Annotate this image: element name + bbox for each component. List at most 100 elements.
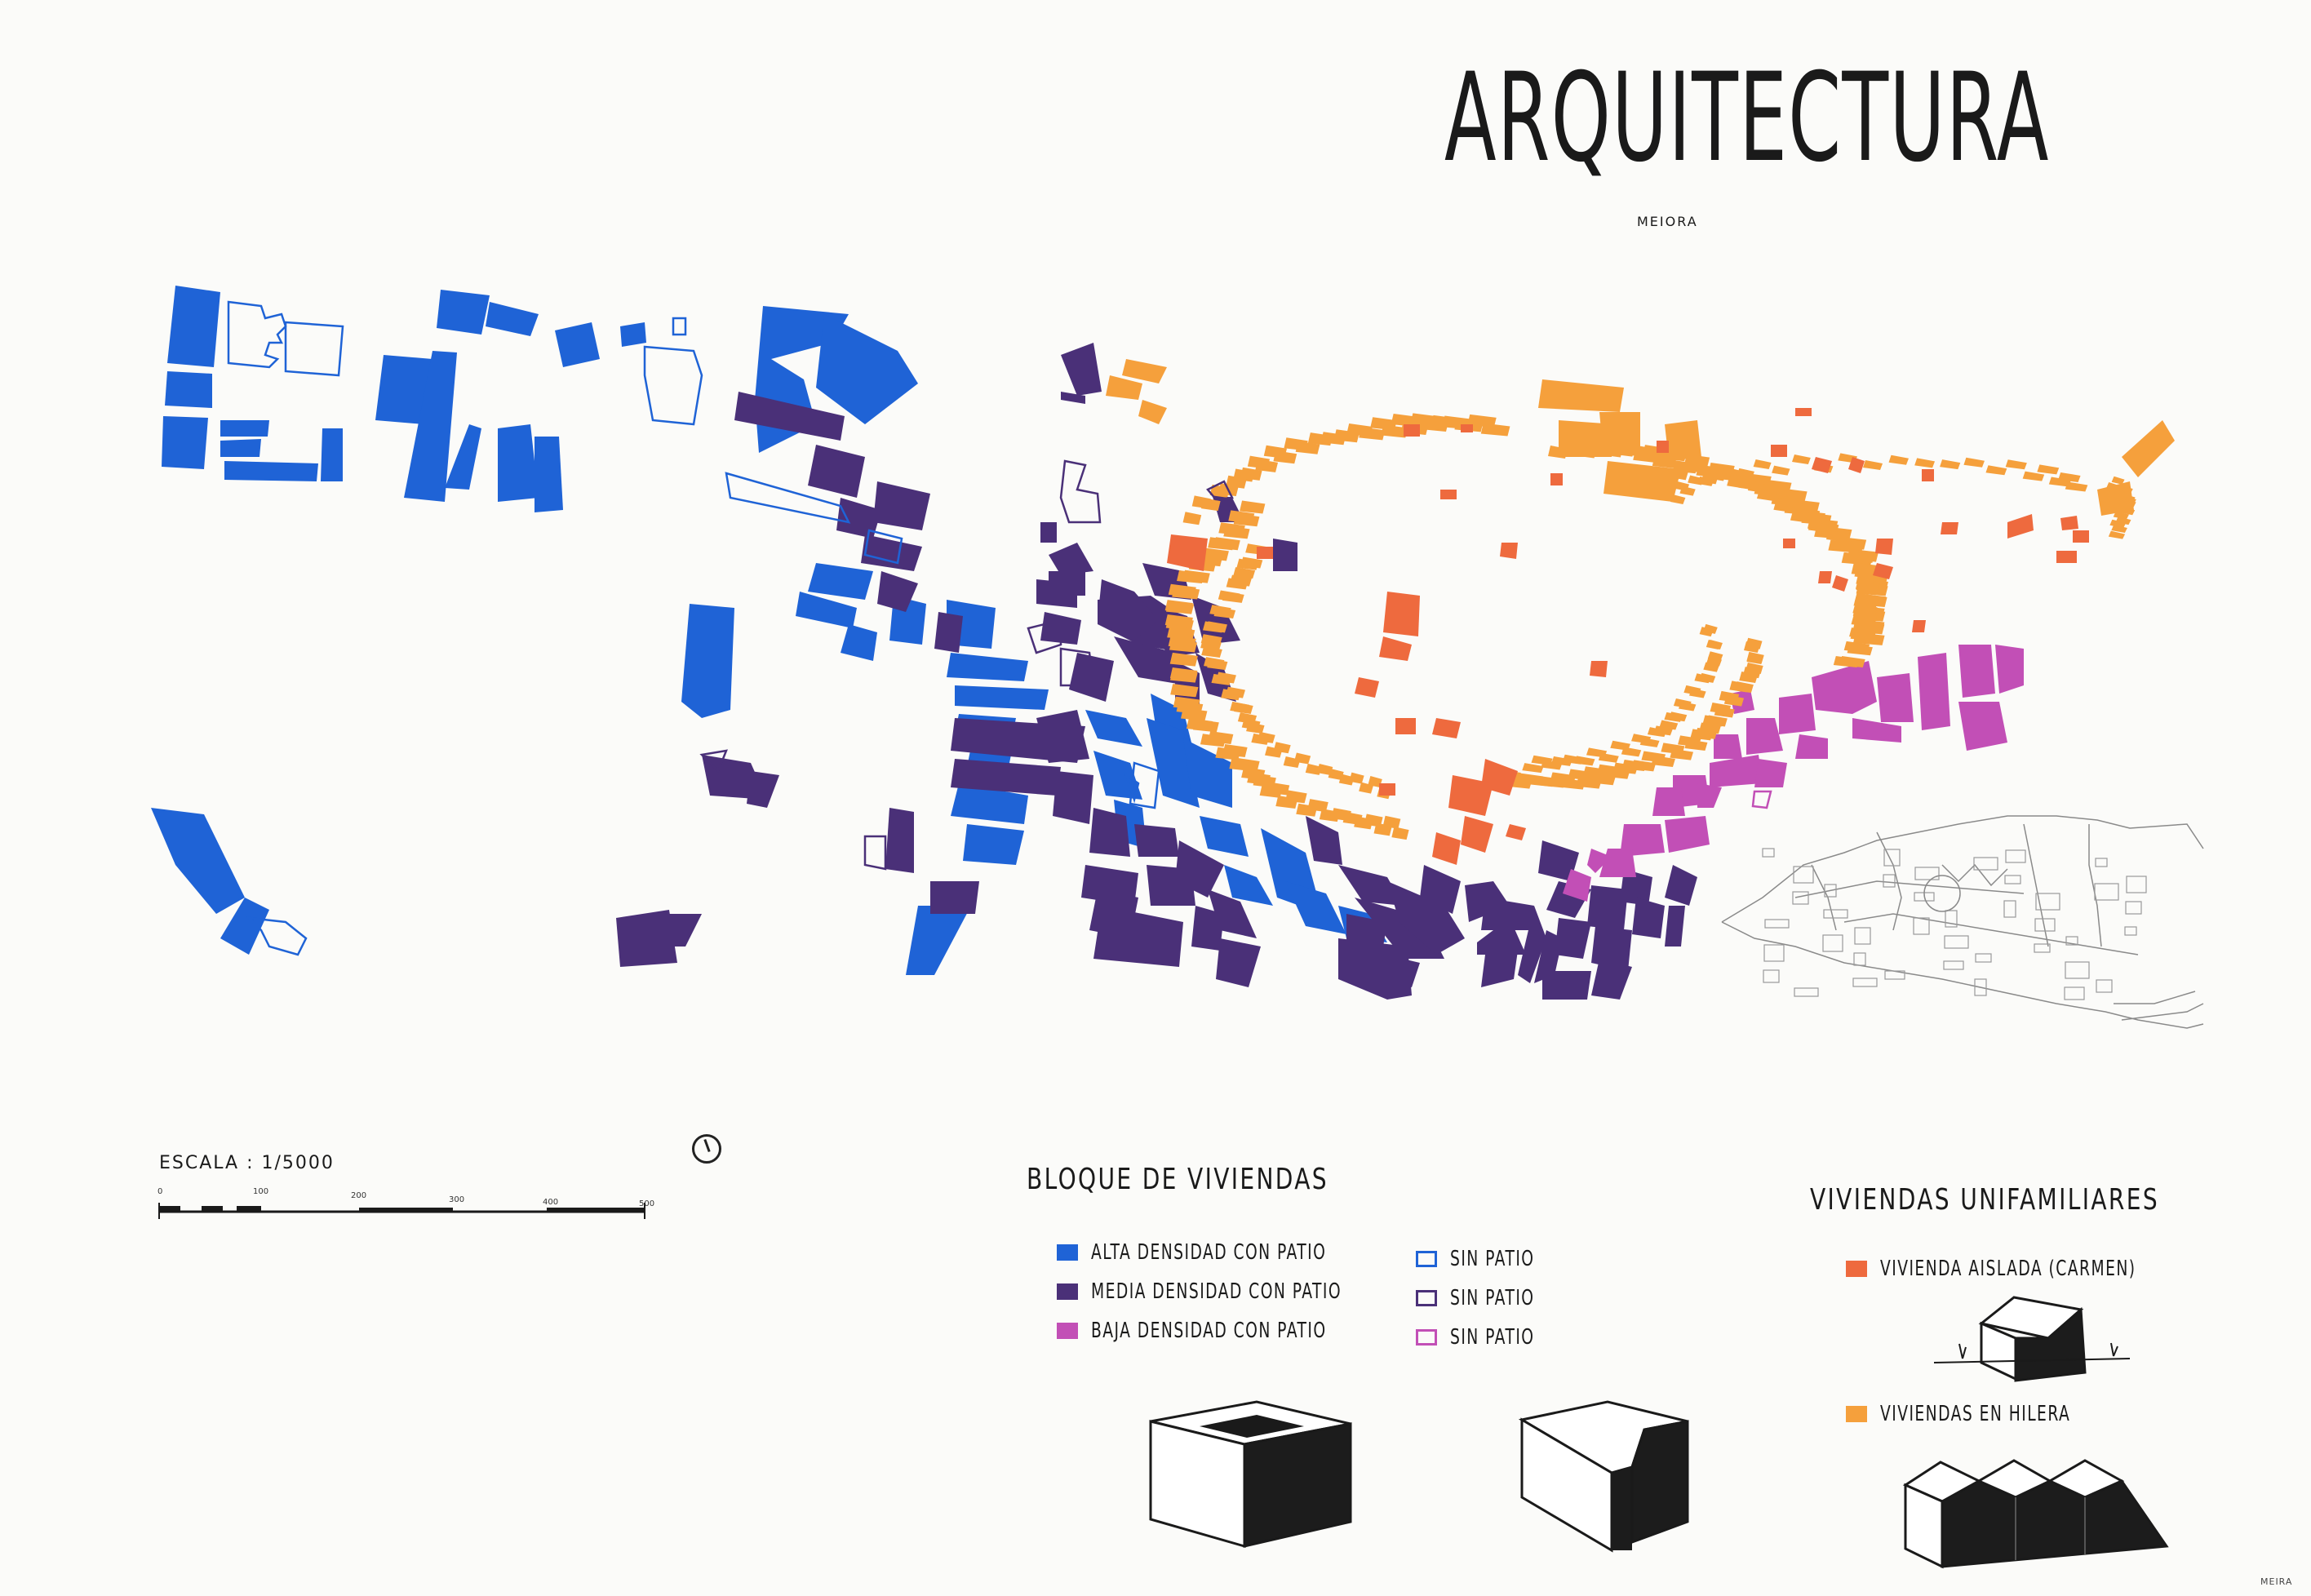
building-block [1167,627,1195,641]
building-block [1647,727,1667,738]
north-arrow-icon [692,1134,721,1164]
building-block [863,835,887,871]
building-block [1379,783,1395,796]
building-block [1719,690,1740,703]
context-building [1794,987,1819,997]
building-block [1710,755,1763,787]
building-block [1206,480,1234,501]
context-building [2126,876,2147,893]
building-block [1200,634,1222,646]
building-block [1285,881,1346,934]
building-block [1506,824,1526,840]
building-block [1124,772,1140,804]
building-block [2109,519,2127,528]
scale-tick-label: 500 [639,1199,655,1208]
context-line [2114,991,2196,1004]
isolated-house-icon [1933,1296,2131,1382]
building-block [220,420,269,437]
building-block [165,371,212,408]
building-block [1852,604,1878,616]
building-block [2060,516,2078,530]
building-block [1665,420,1701,461]
building-block [227,300,287,369]
building-block [1940,459,1961,470]
legend-label: ALTA DENSIDAD CON PATIO [1091,1240,1327,1265]
building-block [1832,575,1848,592]
building-block [1147,718,1200,808]
blocks-media-densidad [616,343,1697,1000]
building-block [1862,460,1883,471]
building-block [1480,423,1510,437]
building-block [1833,655,1860,667]
building-block [1222,591,1244,603]
building-block [841,624,877,661]
building-block [1359,427,1386,441]
building-block [1273,450,1297,464]
building-block [555,322,600,367]
building-block [1599,412,1640,457]
context-building [2005,849,2026,863]
building-block [535,437,563,512]
context-building [2095,858,2108,867]
building-block [1664,712,1683,722]
scale-tick-label: 0 [157,1187,163,1196]
building-block [1134,824,1179,857]
building-block [2065,481,2088,492]
building-block [498,424,539,502]
context-building [1973,857,1998,871]
building-block [1697,783,1722,808]
building-block [1779,694,1816,734]
legend-item-hilera: VIVIENDAS EN HILERA [1846,1402,2145,1426]
building-block [877,571,918,612]
building-block [1729,681,1750,693]
legend-label: SIN PATIO [1450,1325,1535,1350]
building-block [1754,759,1787,787]
context-building [1793,866,1814,884]
building-block [1795,408,1812,416]
building-block [1170,684,1198,698]
building-block [1240,556,1263,569]
context-line [2121,1003,2204,1021]
building-block [699,749,728,774]
context-building [2065,936,2078,946]
context-building [2094,883,2119,901]
context-building [1943,960,1964,970]
building-block [1652,787,1685,816]
building-block [1714,734,1742,759]
building-block [1849,627,1875,640]
building-block [1812,457,1832,473]
building-block [1432,718,1461,738]
building-block [1040,522,1057,543]
building-block [1296,803,1318,817]
legend-label: SIN PATIO [1450,1286,1535,1310]
building-block [1781,496,1803,508]
context-building [1944,935,1969,949]
context-building [1763,969,1780,983]
building-block [1205,621,1227,633]
context-location-map [1721,815,2204,1029]
building-block [1590,661,1608,677]
building-block [1355,677,1379,698]
building-block [2111,476,2125,485]
author-signature: MEIORA [1637,214,1698,229]
building-block [1233,567,1256,579]
building-block [747,771,779,808]
building-block [1368,775,1382,787]
building-block [616,910,677,967]
building-block [2073,530,2089,543]
context-building [2064,986,2085,1000]
context-building [2124,926,2137,936]
building-block [1191,596,1240,645]
building-block [1213,537,1240,551]
corner-signature: MEIRA [2260,1576,2293,1587]
building-block [1753,459,1772,470]
building-block [1481,898,1534,930]
building-block [1391,827,1409,840]
building-block [1255,459,1279,472]
building-block [1138,400,1167,424]
building-block [1053,771,1093,824]
context-line [2088,824,2102,947]
building-block [1843,641,1870,653]
building-block [375,355,432,424]
legend-item-alta: ALTA DENSIDAD CON PATIO [1057,1240,1417,1265]
